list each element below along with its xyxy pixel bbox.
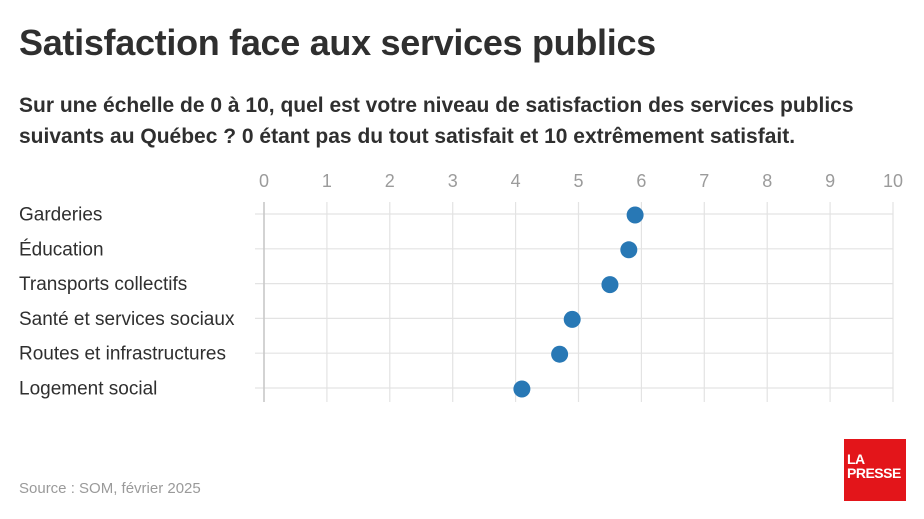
- data-point: [620, 241, 638, 259]
- data-point: [551, 345, 569, 363]
- category-label: Garderies: [19, 205, 102, 226]
- x-tick-label: 8: [762, 171, 772, 191]
- category-label: Transports collectifs: [19, 274, 187, 295]
- x-tick-label: 1: [322, 171, 332, 191]
- category-label: Logement social: [19, 379, 157, 400]
- x-tick-label: 9: [825, 171, 835, 191]
- category-label: Éducation: [19, 239, 104, 260]
- logo-line-2: PRESSE: [847, 465, 901, 481]
- chart-title: Satisfaction face aux services publics: [19, 22, 656, 63]
- logo-line-1: LA: [847, 451, 865, 467]
- x-tick-label: 6: [636, 171, 646, 191]
- data-point: [513, 380, 531, 398]
- category-label: Santé et services sociaux: [19, 309, 235, 330]
- x-tick-label: 0: [259, 171, 269, 191]
- x-tick-label: 7: [699, 171, 709, 191]
- x-tick-label: 10: [883, 171, 903, 191]
- chart-subtitle: Sur une échelle de 0 à 10, quel est votr…: [19, 94, 854, 148]
- category-label: Routes et infrastructures: [19, 344, 226, 365]
- x-tick-label: 4: [511, 171, 521, 191]
- x-tick-label: 3: [448, 171, 458, 191]
- data-point: [601, 276, 619, 294]
- x-tick-label: 2: [385, 171, 395, 191]
- data-point: [563, 310, 581, 328]
- source-note: Source : SOM, février 2025: [19, 480, 201, 497]
- x-tick-label: 5: [573, 171, 583, 191]
- data-point: [626, 206, 644, 224]
- la-presse-logo: LA PRESSE: [844, 439, 906, 501]
